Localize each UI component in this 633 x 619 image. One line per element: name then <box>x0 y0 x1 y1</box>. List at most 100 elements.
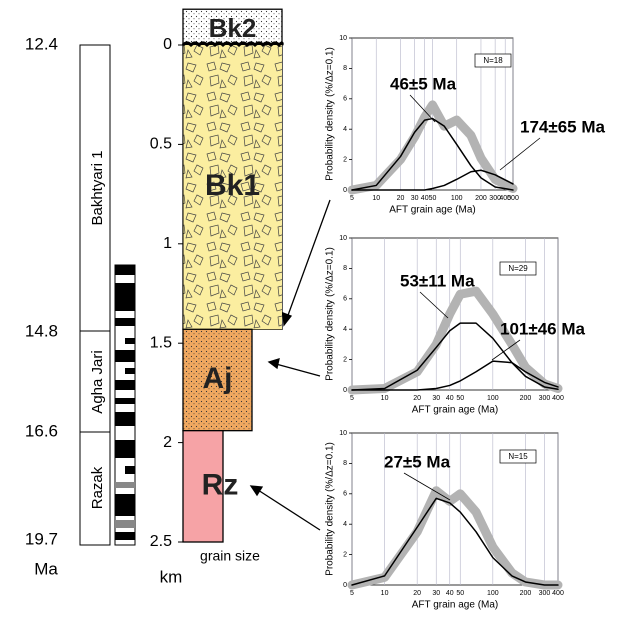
leader-line <box>403 472 451 501</box>
peak-label: 174±65 Ma <box>520 117 605 136</box>
age-unit: Ma <box>34 559 58 578</box>
x-tick-label: 30 <box>411 195 419 202</box>
x-axis-label: AFT grain age (Ma) <box>389 205 476 216</box>
unit-pattern <box>183 9 282 45</box>
depth-tick-label: 2.5 <box>150 533 172 550</box>
x-tick-label: 500 <box>507 195 519 202</box>
x-tick-label: 300 <box>539 590 551 597</box>
component-curve <box>351 322 559 391</box>
arrows: Bk2 Bk1 Aj Rz <box>181 8 331 543</box>
y-tick-label: 4 <box>343 126 347 133</box>
x-tick-label: 200 <box>520 590 532 597</box>
y-axis-label: Probability density (%/Δz=0.1) <box>325 442 336 576</box>
y-tick-label: 2 <box>343 356 347 363</box>
y-tick-label: 8 <box>343 460 347 467</box>
unit-pattern <box>183 45 282 330</box>
formation: Bakhtyari 1 <box>89 150 106 225</box>
age-label: 12.4 <box>25 34 58 53</box>
depth-tick-label: 0 <box>163 36 172 53</box>
x-tick-label: 20 <box>413 395 421 402</box>
annotation: N=29 <box>508 264 528 273</box>
depth-tick-label: 1 <box>163 235 172 252</box>
y-tick-label: 0 <box>343 187 347 194</box>
annotation-box <box>499 449 537 464</box>
y-tick-label: 10 <box>339 35 347 42</box>
age-column <box>79 44 111 546</box>
x-tick-label: 100 <box>487 395 499 402</box>
x-tick-label: 300 <box>489 195 501 202</box>
magnetic-polarity <box>114 264 136 546</box>
x-tick-label: 10 <box>381 590 389 597</box>
leader-line <box>491 339 521 361</box>
x-tick-label: 5 <box>350 590 354 597</box>
age-label: 16.6 <box>25 421 58 440</box>
x-tick-label: 200 <box>475 195 487 202</box>
x-tick-label: 50 <box>456 395 464 402</box>
depth-tick-label: 0.5 <box>150 136 172 153</box>
x-tick-label: 40 <box>421 195 429 202</box>
x-tick-label: 30 <box>432 395 440 402</box>
x-tick-label: 20 <box>397 195 405 202</box>
unit-pattern <box>183 329 252 431</box>
annotation-box <box>499 261 537 276</box>
unit-label: Bk2 <box>209 13 257 43</box>
leader-line <box>499 137 541 171</box>
peak-label: 27±5 Ma <box>384 452 451 471</box>
unit-label: Bk1 <box>205 169 260 202</box>
y-axis-label: Probability density (%/Δz=0.1) <box>325 247 336 381</box>
y-axis-label: Probability density (%/Δz=0.1) <box>325 47 336 181</box>
x-tick-label: 400 <box>552 395 564 402</box>
x-tick-label: 100 <box>487 590 499 597</box>
x-tick-label: 400 <box>552 590 564 597</box>
component-curve <box>351 497 559 586</box>
x-tick-label: 10 <box>372 195 380 202</box>
component-curve <box>351 169 514 191</box>
y-tick-label: 8 <box>343 65 347 72</box>
y-tick-label: 0 <box>343 387 347 394</box>
y-tick-label: 4 <box>343 521 347 528</box>
y-tick-label: 4 <box>343 326 347 333</box>
y-tick-label: 2 <box>343 551 347 558</box>
y-tick-label: 8 <box>343 265 347 272</box>
component-curve <box>351 360 559 391</box>
unit-label: Aj <box>203 362 233 395</box>
x-tick-label: 100 <box>451 195 463 202</box>
age-label: 14.8 <box>25 321 58 340</box>
y-tick-label: 2 <box>343 156 347 163</box>
depth-tick-label: 1.5 <box>150 334 172 351</box>
x-tick-label: 50 <box>429 195 437 202</box>
annotation-box <box>474 53 512 68</box>
x-tick-label: 300 <box>539 395 551 402</box>
annotation: N=18 <box>483 56 503 65</box>
peak-label: 101±46 Ma <box>500 319 585 338</box>
density-band <box>347 100 518 195</box>
x-axis-label: AFT grain age (Ma) <box>412 405 499 416</box>
y-tick-label: 10 <box>339 430 347 437</box>
y-tick-label: 6 <box>343 491 347 498</box>
y-tick-label: 6 <box>343 96 347 103</box>
formation: Razak <box>89 466 106 509</box>
density-band <box>347 286 563 395</box>
x-tick-label: 50 <box>456 590 464 597</box>
leader-line <box>419 291 449 319</box>
unit-label: Rz <box>202 468 239 501</box>
x-axis-label: AFT grain age (Ma) <box>412 600 499 611</box>
x-tick-label: 40 <box>446 590 454 597</box>
depth-unit: km <box>160 567 183 586</box>
x-tick-label: 20 <box>413 590 421 597</box>
y-tick-label: 6 <box>343 296 347 303</box>
unconformity <box>181 41 284 48</box>
component-curve <box>351 117 514 191</box>
annotation: N=15 <box>508 452 528 461</box>
x-tick-label: 10 <box>381 395 389 402</box>
x-tick-label: 5 <box>350 395 354 402</box>
x-tick-label: 30 <box>432 590 440 597</box>
formation: Agha Jari <box>89 350 106 413</box>
x-tick-label: 40 <box>446 395 454 402</box>
x-tick-label: 400 <box>499 195 511 202</box>
peak-label: 46±5 Ma <box>390 74 457 93</box>
age-label: 19.7 <box>25 529 58 548</box>
peak-label: 53±11 Ma <box>400 271 475 290</box>
unit <box>182 430 224 543</box>
